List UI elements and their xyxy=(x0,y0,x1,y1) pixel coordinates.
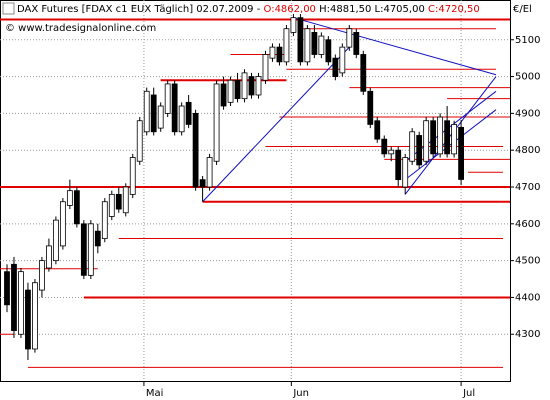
candle-body xyxy=(157,105,164,129)
candle-body xyxy=(388,149,395,155)
candle-body xyxy=(122,186,129,214)
unit-label: €/El xyxy=(513,4,532,15)
candle-body xyxy=(192,112,199,188)
candle-body xyxy=(46,245,52,269)
candle-body xyxy=(430,120,437,155)
candle-body xyxy=(346,28,353,48)
y-tick-label: 5100 xyxy=(515,35,540,46)
candle-body xyxy=(213,83,220,162)
candle-body xyxy=(178,105,185,133)
candle-body xyxy=(360,54,367,92)
candle-body xyxy=(39,260,45,291)
y-tick-label: 5000 xyxy=(515,72,540,83)
candle-body xyxy=(374,120,381,140)
candle-body xyxy=(18,271,24,335)
candle-body xyxy=(416,135,423,166)
candle-body xyxy=(150,94,157,133)
axes: 4300 4400 4500 4600 4700 4800 4900 5000 5100 Mai J… xyxy=(143,35,540,399)
header-open: O:4862,00 xyxy=(264,4,316,15)
candle-body xyxy=(206,157,213,188)
candle-body xyxy=(136,120,143,162)
candle-body xyxy=(220,83,227,107)
candle-body xyxy=(325,39,332,63)
candle-body xyxy=(255,76,262,96)
logo-box xyxy=(2,2,15,15)
candle-body xyxy=(248,76,255,96)
candle-body xyxy=(11,263,17,331)
candle-body xyxy=(129,157,136,195)
title-text: DAX Futures [FDAX c1 EUX Täglich] 02.07.… xyxy=(17,4,264,15)
candle-body xyxy=(101,201,108,239)
plot-frame xyxy=(0,0,511,382)
x-tick-label: Jul xyxy=(462,388,475,399)
candle-body xyxy=(73,190,80,225)
candle-body xyxy=(269,46,276,59)
candle-body xyxy=(115,193,122,210)
candle-body xyxy=(367,90,374,125)
candle-body xyxy=(437,116,444,155)
candle-body xyxy=(32,282,38,350)
candle-body xyxy=(171,83,178,133)
candle-body xyxy=(451,124,458,155)
candle-body xyxy=(87,223,94,276)
candle-body xyxy=(353,31,360,55)
candle-body xyxy=(108,193,115,217)
trend-line xyxy=(293,17,497,76)
y-tick-label: 4600 xyxy=(515,219,540,230)
candle-body xyxy=(458,126,464,180)
x-tick-label: Mai xyxy=(146,388,164,399)
candle-body xyxy=(402,157,409,188)
candles xyxy=(4,13,464,361)
chart-title: DAX Futures [FDAX c1 EUX Täglich] 02.07.… xyxy=(17,4,480,15)
trend-line xyxy=(404,109,497,181)
candle-body xyxy=(290,17,297,33)
y-tick-label: 4400 xyxy=(515,292,540,303)
trend-line xyxy=(202,46,350,203)
candle-body xyxy=(262,54,269,81)
candle-body xyxy=(339,46,346,74)
y-tick-label: 4900 xyxy=(515,108,540,119)
candle-body xyxy=(318,35,325,55)
candle-body xyxy=(25,289,31,350)
candle-body xyxy=(381,138,388,155)
candle-body xyxy=(241,72,248,100)
candle-body xyxy=(143,90,150,133)
candle-body xyxy=(423,120,430,162)
trend-line xyxy=(404,76,497,195)
candle-body xyxy=(59,201,66,247)
candle-body xyxy=(234,79,241,100)
candle-body xyxy=(80,223,87,276)
candle-body xyxy=(164,83,171,114)
y-tick-label: 4300 xyxy=(515,329,540,340)
y-tick-label: 4700 xyxy=(515,182,540,193)
y-tick-label: 4500 xyxy=(515,256,540,267)
candle-body xyxy=(304,28,311,63)
candle-body xyxy=(185,101,192,125)
candle-body xyxy=(395,149,402,181)
candle-body xyxy=(199,179,206,188)
candle-body xyxy=(4,271,10,306)
copyright: © www.tradesignalonline.com xyxy=(5,23,156,34)
x-tick-label: Jun xyxy=(292,388,309,399)
candle-body xyxy=(94,230,101,247)
header-high-low: H:4881,50 L:4705,00 xyxy=(316,4,428,15)
candle-body xyxy=(297,17,304,63)
candle-body xyxy=(444,120,451,155)
candle-body xyxy=(332,57,339,77)
candle-body xyxy=(276,46,283,63)
header-close: C:4720,50 xyxy=(428,4,480,15)
candle-body xyxy=(283,28,290,63)
candle-body xyxy=(227,79,234,103)
candle-body xyxy=(311,31,318,55)
candle-body xyxy=(409,131,416,162)
candle-body xyxy=(52,219,59,262)
y-tick-label: 4800 xyxy=(515,145,540,156)
candle-body xyxy=(66,190,73,206)
